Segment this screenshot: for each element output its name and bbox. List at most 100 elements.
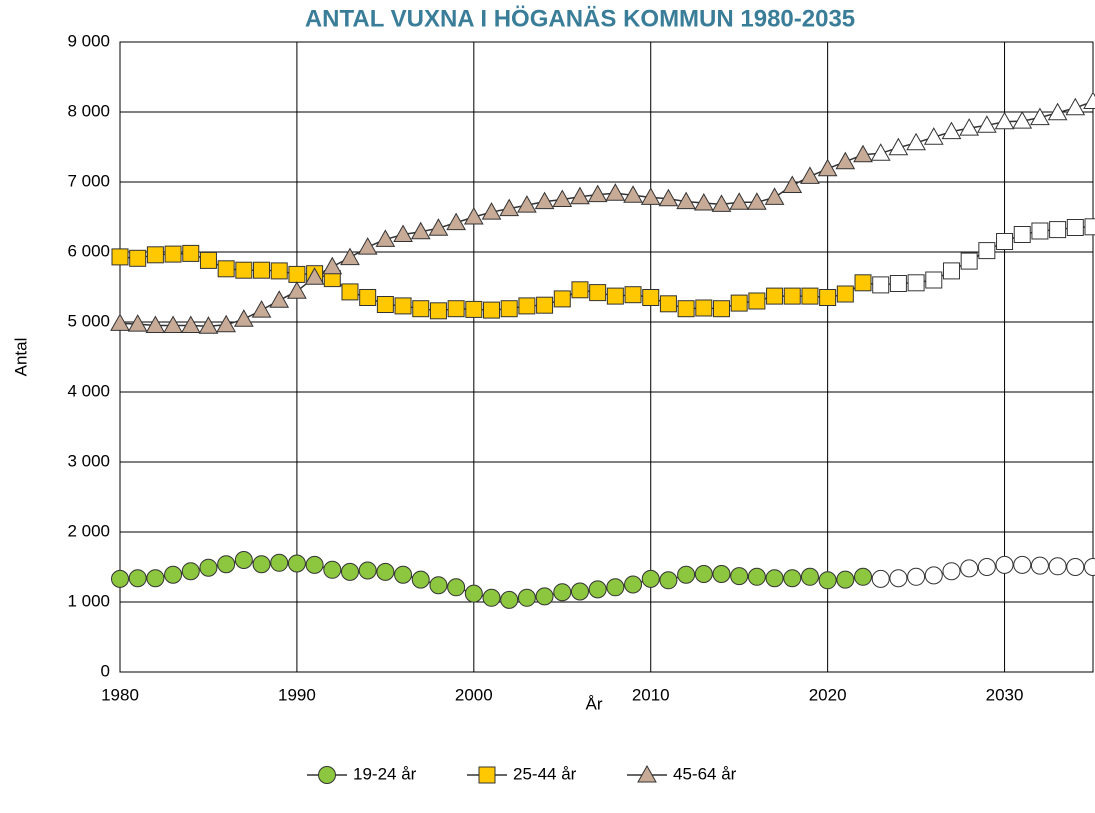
marker <box>782 175 803 193</box>
y-axis-label: Antal <box>11 338 30 377</box>
x-tick-label: 2000 <box>455 685 493 704</box>
marker <box>571 281 589 299</box>
marker <box>925 271 943 289</box>
marker <box>341 283 359 301</box>
marker <box>340 247 360 266</box>
x-tick-label: 1980 <box>101 685 139 704</box>
marker <box>322 256 343 275</box>
marker <box>835 151 856 170</box>
marker <box>1048 557 1067 576</box>
marker <box>164 245 182 263</box>
plot-frame <box>119 41 1094 673</box>
marker <box>483 301 501 319</box>
marker <box>906 132 926 151</box>
marker <box>677 565 696 584</box>
marker <box>924 566 943 585</box>
marker <box>393 224 413 242</box>
x-tick-label: 2010 <box>632 685 670 704</box>
marker <box>800 166 820 184</box>
marker <box>712 300 730 318</box>
marker <box>199 251 217 269</box>
marker <box>976 115 997 133</box>
marker <box>923 127 944 145</box>
marker <box>163 315 183 333</box>
marker <box>783 287 801 305</box>
marker <box>410 221 431 240</box>
marker <box>358 561 377 580</box>
marker <box>517 195 537 213</box>
marker <box>570 582 589 601</box>
marker <box>429 576 448 595</box>
x-tick-label: 2030 <box>986 685 1024 704</box>
marker <box>127 314 148 332</box>
marker <box>446 212 466 231</box>
marker <box>269 290 290 308</box>
y-tick-label: 1 000 <box>67 591 110 610</box>
marker <box>819 289 837 306</box>
marker <box>146 246 164 264</box>
marker <box>977 558 996 576</box>
legend-label: 25-44 år <box>513 764 577 783</box>
marker <box>818 571 837 590</box>
marker <box>235 261 253 279</box>
marker <box>304 267 325 285</box>
marker <box>482 588 501 607</box>
marker <box>1066 219 1084 236</box>
marker <box>465 300 483 318</box>
marker <box>623 185 643 203</box>
marker <box>854 274 872 292</box>
marker <box>765 569 784 588</box>
marker <box>428 218 449 236</box>
marker <box>536 296 554 314</box>
marker <box>534 191 555 210</box>
marker <box>198 316 219 334</box>
marker <box>642 289 660 306</box>
marker <box>994 111 1015 130</box>
marker <box>481 202 502 220</box>
marker <box>199 558 218 577</box>
marker <box>606 578 625 597</box>
marker <box>552 189 573 207</box>
marker <box>359 289 377 306</box>
marker <box>251 300 272 318</box>
marker <box>676 191 696 210</box>
marker <box>730 294 748 312</box>
marker <box>500 300 518 318</box>
marker <box>659 571 678 590</box>
marker <box>394 297 412 315</box>
marker <box>394 565 413 584</box>
marker <box>464 584 483 603</box>
marker <box>500 590 519 609</box>
marker <box>233 309 254 327</box>
y-tick-label: 3 000 <box>67 451 110 470</box>
marker <box>801 287 819 305</box>
marker <box>959 118 980 136</box>
y-tick-label: 7 000 <box>67 171 110 190</box>
y-tick-label: 5 000 <box>67 311 110 330</box>
legend-marker <box>637 764 657 783</box>
marker <box>270 553 289 572</box>
marker <box>960 559 979 578</box>
marker <box>1030 107 1050 126</box>
marker <box>517 588 536 607</box>
marker <box>693 192 714 211</box>
marker <box>872 276 890 294</box>
marker <box>376 562 395 581</box>
marker <box>429 302 447 320</box>
marker <box>288 265 306 283</box>
marker <box>1047 102 1068 121</box>
marker <box>659 295 677 313</box>
marker <box>641 569 660 588</box>
y-tick-label: 0 <box>101 661 110 680</box>
marker <box>942 562 961 581</box>
y-tick-label: 8 000 <box>67 101 110 120</box>
marker <box>1012 111 1033 129</box>
legend-label: 45-64 år <box>673 764 737 783</box>
marker <box>817 158 838 177</box>
marker <box>889 569 908 588</box>
marker <box>412 300 430 318</box>
marker <box>376 296 394 313</box>
marker <box>287 554 306 573</box>
marker <box>871 569 890 588</box>
marker <box>747 192 767 210</box>
